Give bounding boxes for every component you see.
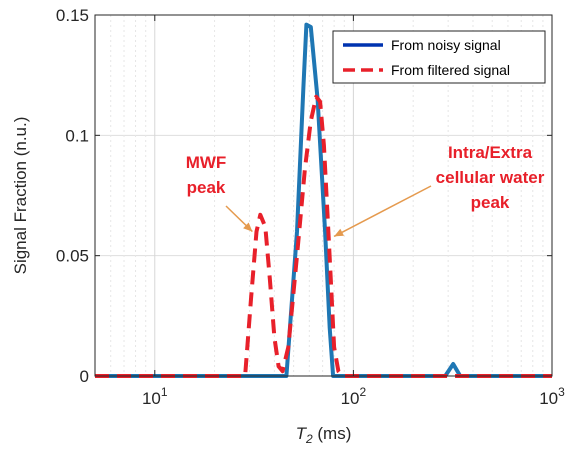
legend-label-filtered: From filtered signal — [391, 62, 510, 78]
x-tick-label: 103 — [539, 385, 565, 408]
annotation-text: cellular water — [436, 168, 545, 187]
annotation-arrowhead — [334, 228, 344, 237]
annotation-text: peak — [187, 178, 226, 197]
x-tick-label-base: 10 — [142, 389, 161, 408]
grid — [95, 15, 552, 376]
x-tick-label-base: 10 — [539, 389, 558, 408]
axes-box — [94, 14, 553, 377]
x-tick-label-base: 10 — [341, 389, 360, 408]
legend-label-noisy: From noisy signal — [391, 37, 501, 53]
series-line-filtered — [95, 94, 552, 378]
x-ticks: 101 102 103 — [142, 15, 565, 408]
x-tick-label: 101 — [142, 385, 168, 408]
annotation-text: peak — [471, 193, 510, 212]
y-axis-label: Signal Fraction (n.u.) — [11, 117, 30, 275]
x-tick-label-exponent: 1 — [161, 385, 168, 399]
annotation-arrowhead — [243, 222, 253, 232]
y-ticks: 0 0.05 0.1 0.15 — [56, 6, 552, 386]
y-tick-label: 0.05 — [56, 247, 89, 266]
annotation-text: Intra/Extra — [448, 143, 533, 162]
x-axis-label-base: T — [296, 424, 308, 443]
legend-box — [332, 30, 546, 84]
x-axis-label-unit: (ms) — [313, 424, 352, 443]
x-axis-label-subscript: 2 — [305, 432, 313, 446]
x-tick-label: 102 — [341, 385, 367, 408]
x-tick-label-exponent: 3 — [558, 385, 565, 399]
x-tick-label-exponent: 2 — [360, 385, 367, 399]
annotation-text: MWF — [186, 153, 227, 172]
annotation-arrow — [333, 185, 432, 238]
y-tick-label: 0 — [80, 367, 89, 386]
y-tick-label: 0.1 — [65, 126, 89, 145]
legend: From noisy signal From filtered signal — [332, 30, 546, 84]
annotations: MWF peak Intra/Extra cellular water peak — [186, 143, 545, 238]
x-axis-label: T2 (ms) — [296, 424, 352, 446]
series-layer — [95, 22, 552, 378]
series-line-noisy — [95, 22, 552, 378]
y-tick-label: 0.15 — [56, 6, 89, 25]
